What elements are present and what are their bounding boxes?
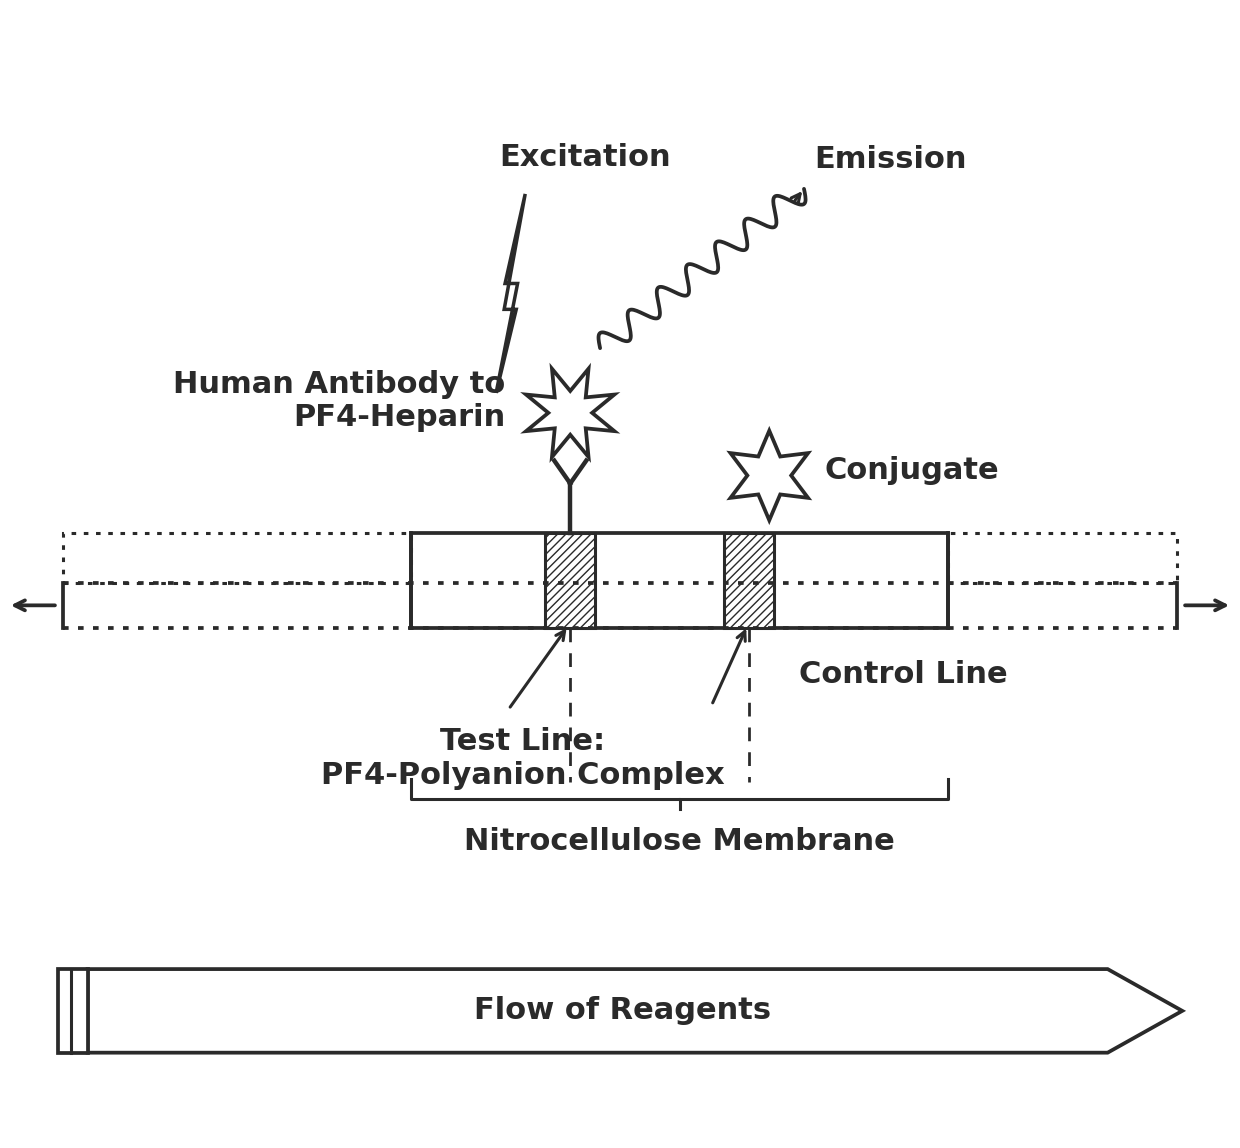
Text: Excitation: Excitation bbox=[500, 144, 671, 172]
Bar bbox=[724, 533, 774, 628]
Text: Conjugate: Conjugate bbox=[825, 456, 998, 484]
Text: Control Line: Control Line bbox=[799, 660, 1008, 689]
Polygon shape bbox=[88, 969, 1182, 1053]
Text: Human Antibody to
PF4-Heparin: Human Antibody to PF4-Heparin bbox=[174, 370, 506, 432]
Polygon shape bbox=[496, 194, 526, 393]
Text: Flow of Reagents: Flow of Reagents bbox=[474, 996, 771, 1025]
Text: Test Line:
PF4-Polyanion Complex: Test Line: PF4-Polyanion Complex bbox=[321, 727, 724, 790]
Polygon shape bbox=[58, 969, 88, 1053]
Bar bbox=[546, 533, 595, 628]
Text: Nitrocellulose Membrane: Nitrocellulose Membrane bbox=[464, 827, 895, 855]
Text: Emission: Emission bbox=[813, 145, 966, 174]
